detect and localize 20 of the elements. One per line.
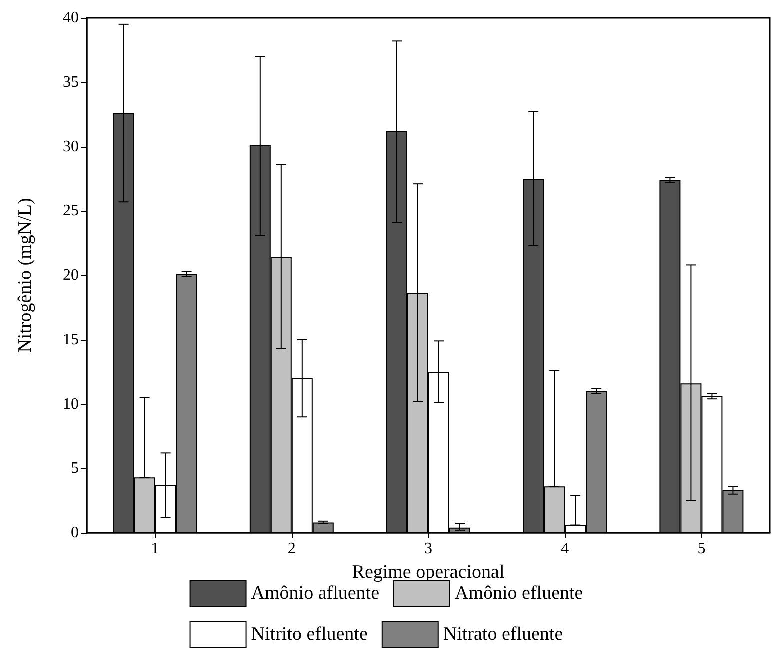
y-tick-label: 30 (63, 138, 79, 156)
x-tick-label: 2 (288, 540, 296, 558)
x-tick-label: 1 (151, 540, 160, 558)
x-tick-label: 3 (424, 540, 432, 558)
x-tick-label: 4 (561, 540, 570, 558)
y-tick-label: 25 (63, 202, 79, 220)
y-tick-label: 0 (71, 524, 79, 542)
y-tick-label: 5 (71, 460, 79, 478)
y-tick-label: 35 (63, 74, 79, 91)
y-axis-title: Nitrogênio (mgN/L) (15, 198, 36, 353)
legend-label: Nitrato efluente (443, 624, 564, 645)
x-tick-label: 5 (698, 540, 706, 558)
legend-label: Amônio afluente (251, 583, 380, 604)
y-tick-label: 20 (63, 267, 79, 284)
legend-label: Amônio efluente (455, 583, 584, 604)
legend-label: Nitrito efluente (251, 624, 368, 645)
y-tick-label: 10 (63, 396, 79, 413)
y-tick-label: 15 (63, 331, 79, 348)
x-axis-title: Regime operacional (352, 562, 505, 583)
y-tick-label: 40 (63, 10, 79, 26)
